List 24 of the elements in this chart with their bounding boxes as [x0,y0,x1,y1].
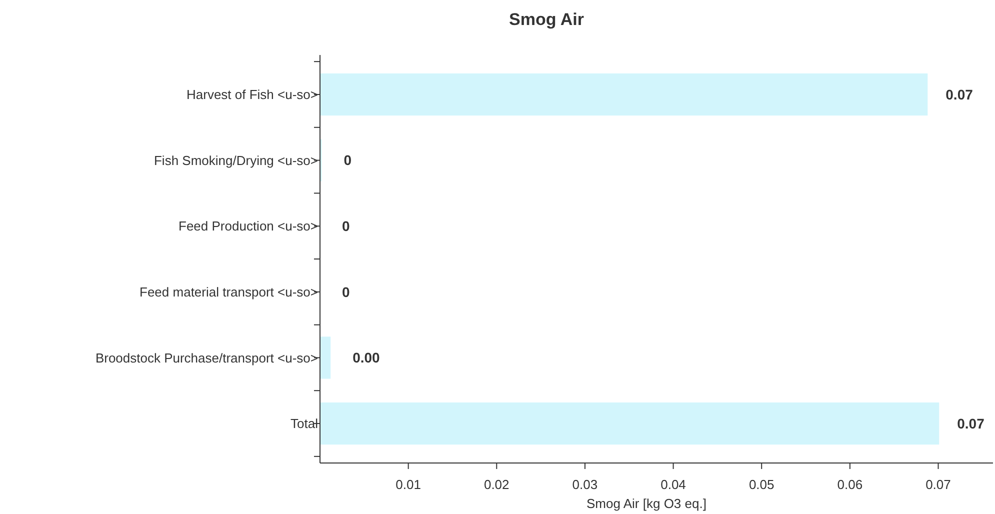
x-tick-label: 0.02 [484,477,510,492]
y-tick-label: Fish Smoking/Drying <u-so> [154,152,318,168]
x-tick-label: 0.07 [926,477,951,492]
bar [320,402,940,445]
data-label: 0 [342,284,350,300]
data-label: 0.00 [352,350,380,366]
bar [320,73,928,116]
data-label: 0.07 [957,415,985,432]
data-label: 0 [344,152,352,168]
x-axis-title: Smog Air [kg O3 eq.] [586,496,706,511]
x-tick-label: 0.01 [396,477,421,492]
y-tick-label: Total [290,416,318,432]
x-tick-label: 0.06 [837,477,863,492]
x-tick-label: 0.03 [572,477,598,492]
bar [320,336,331,379]
chart-title: Smog Air [509,10,584,29]
data-label: 0.07 [946,86,974,102]
y-tick-label: Feed Production <u-so> [178,218,318,234]
data-label: 0 [342,218,350,234]
x-tick-label: 0.04 [660,477,686,492]
x-tick-label: 0.05 [748,477,774,492]
y-tick-label: Feed material transport <u-so> [140,284,318,300]
y-tick-label: Broodstock Purchase/transport <u-so> [95,350,318,366]
y-tick-label: Harvest of Fish <u-so> [186,87,318,102]
